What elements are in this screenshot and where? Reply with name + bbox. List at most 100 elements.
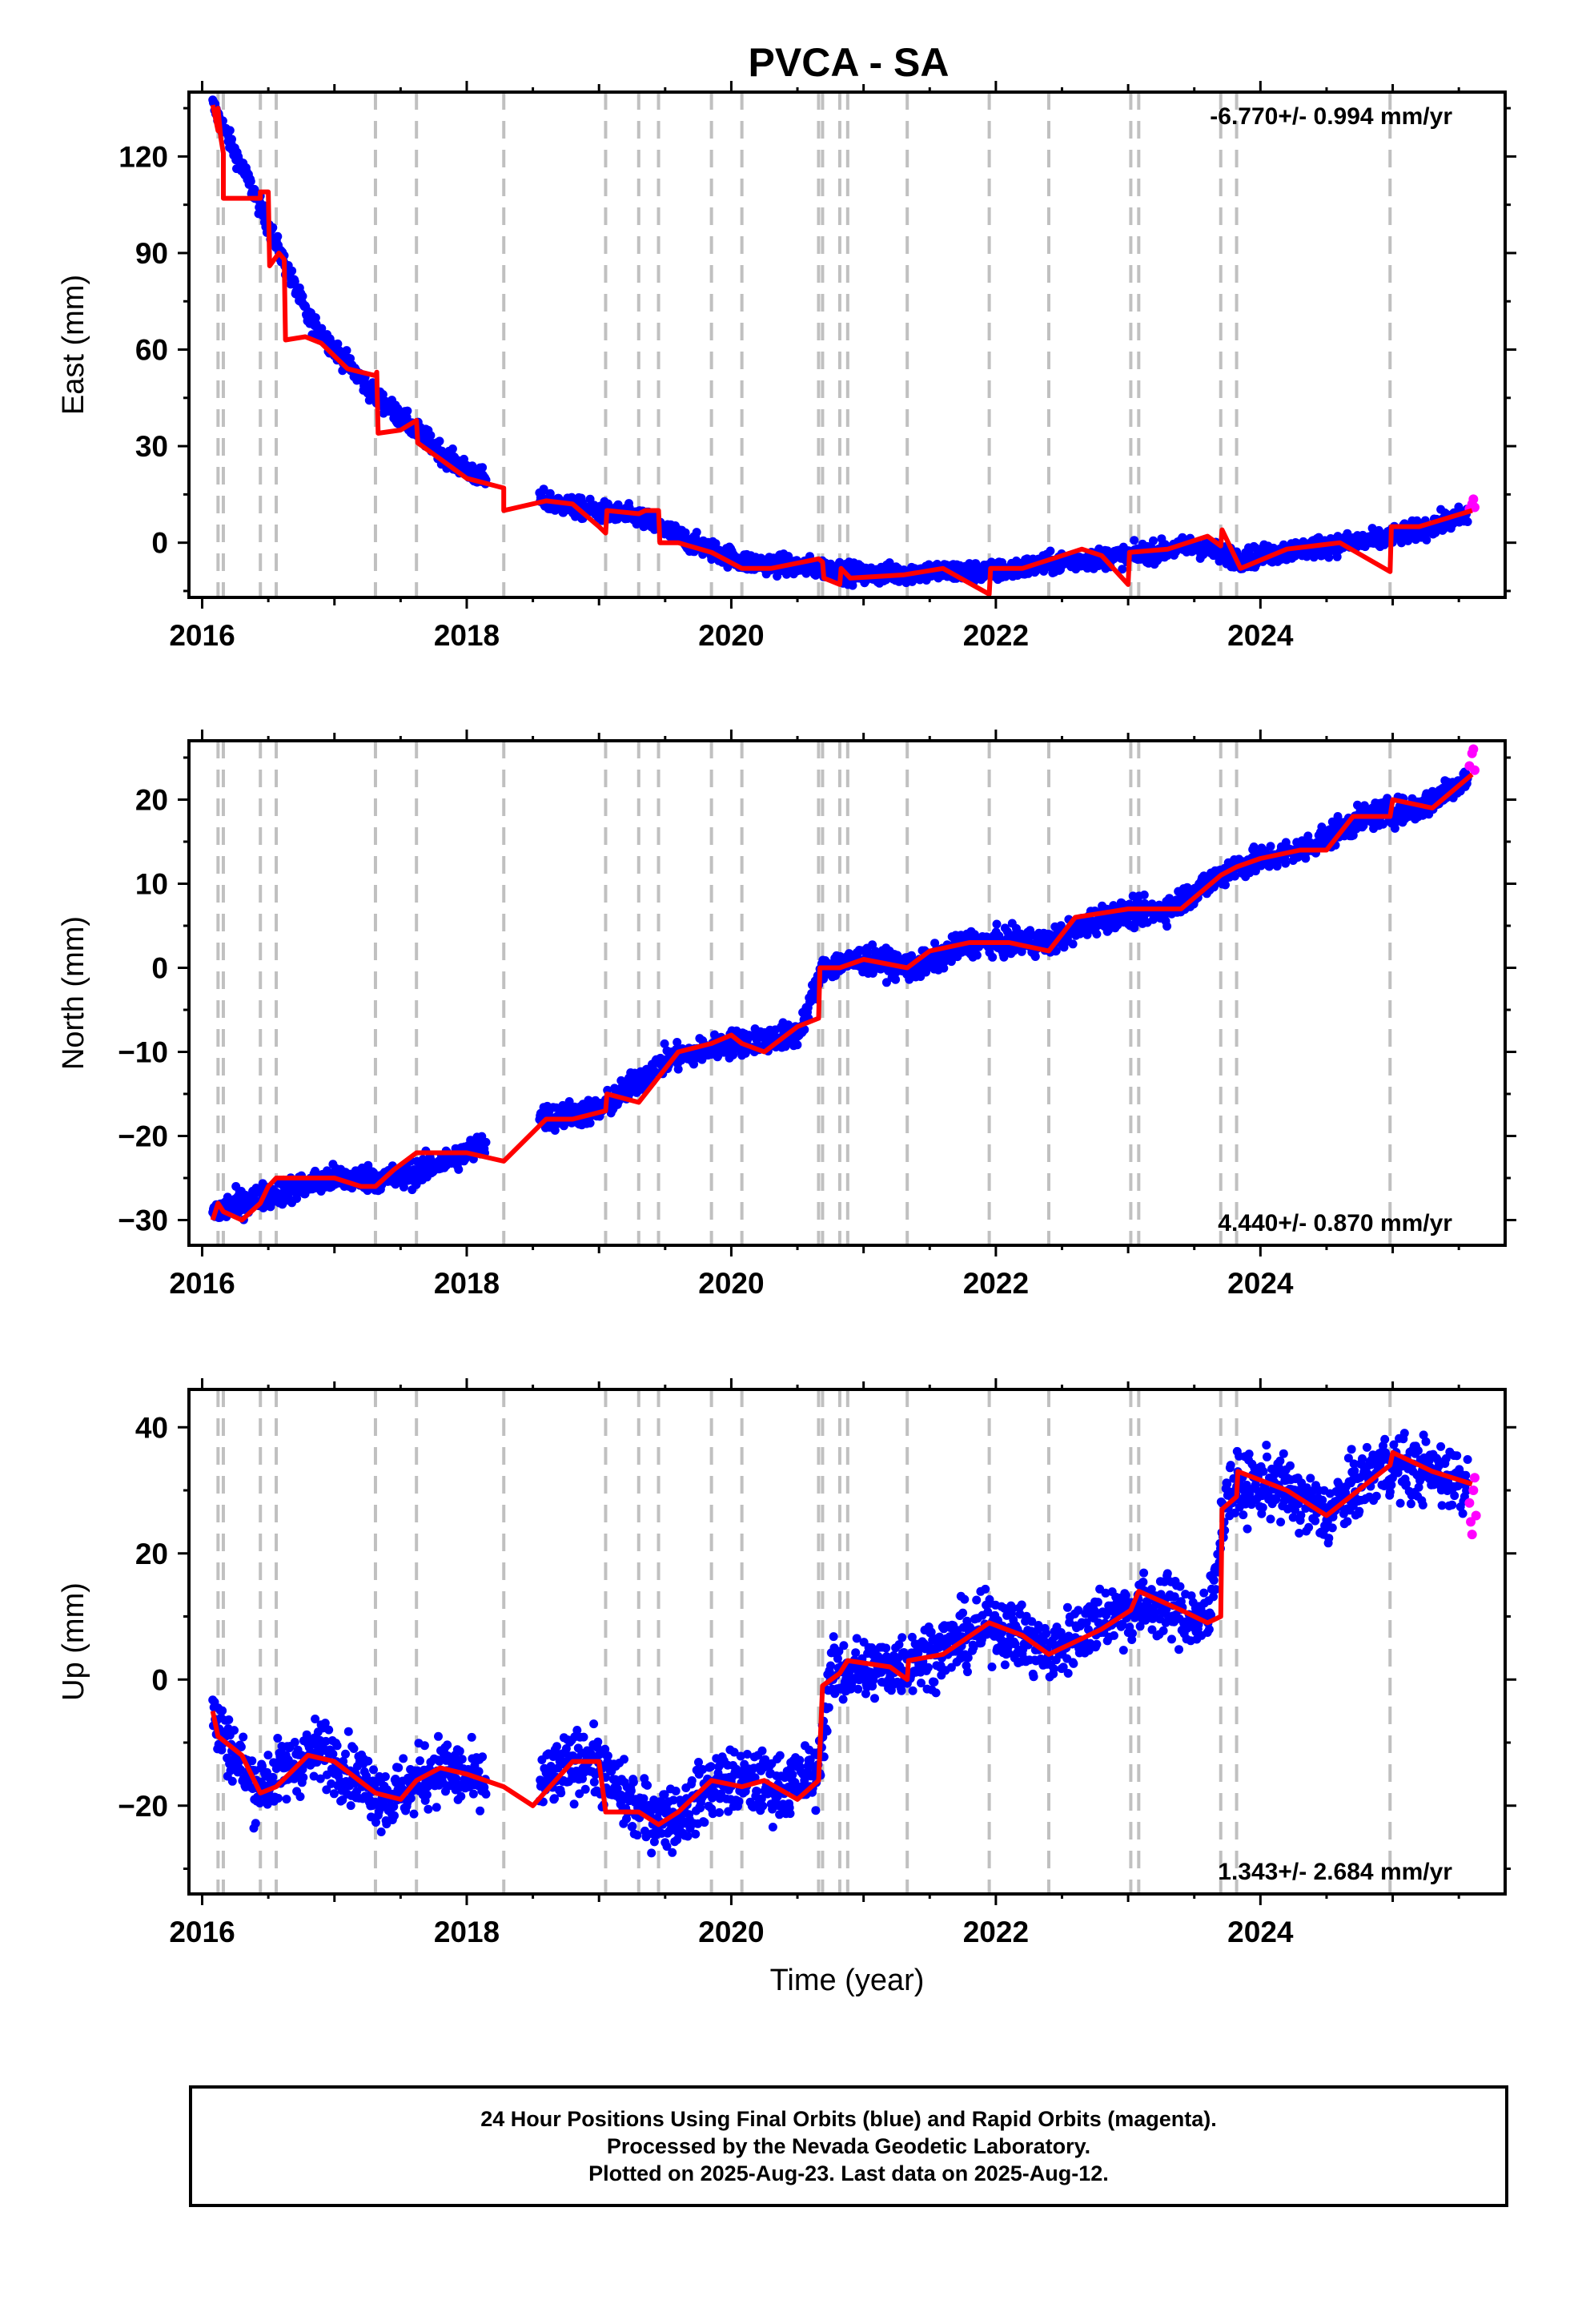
- plot-frame: [187, 739, 1507, 1247]
- data-point: [474, 1767, 484, 1776]
- data-point: [435, 436, 444, 446]
- data-point: [649, 1837, 659, 1847]
- data-point: [800, 1025, 809, 1035]
- data-point: [620, 1755, 628, 1764]
- data-point: [341, 1749, 350, 1759]
- data-point: [389, 1802, 399, 1811]
- data-point: [643, 1780, 652, 1790]
- data-point: [593, 1737, 603, 1747]
- data-point: [343, 1727, 353, 1736]
- x-tick-label: 2020: [698, 619, 764, 652]
- data-point: [758, 1801, 768, 1811]
- x-tick-label: 2024: [1227, 619, 1294, 652]
- rapid-point: [1468, 494, 1479, 505]
- data-point: [218, 1706, 227, 1715]
- data-point: [311, 1166, 320, 1176]
- data-point: [225, 126, 235, 135]
- data-point: [273, 1734, 283, 1743]
- data-point: [891, 975, 901, 984]
- data-point: [435, 1756, 444, 1766]
- data-point: [992, 919, 1002, 929]
- y-tick-label: 10: [135, 868, 168, 901]
- data-point: [455, 1747, 464, 1756]
- data-point: [255, 1799, 264, 1807]
- data-point: [227, 1776, 237, 1786]
- data-point: [561, 1744, 571, 1753]
- data-point: [572, 1726, 582, 1735]
- data-point: [757, 1746, 767, 1755]
- data-point: [311, 1715, 320, 1723]
- data-point: [550, 1126, 560, 1135]
- data-point: [556, 1788, 566, 1798]
- data-point: [669, 1795, 678, 1805]
- data-point: [434, 1731, 443, 1741]
- data-point: [315, 1774, 325, 1783]
- data-point: [1422, 535, 1431, 545]
- data-point: [692, 528, 701, 537]
- data-point: [378, 390, 387, 400]
- data-point: [224, 1715, 234, 1724]
- data-point: [793, 1040, 802, 1050]
- data-point: [236, 1742, 246, 1751]
- data-point: [612, 1784, 622, 1793]
- data-point: [420, 1741, 429, 1751]
- east-y-axis-label: East (mm): [57, 275, 90, 415]
- data-point: [1130, 536, 1139, 545]
- data-point: [1309, 553, 1319, 562]
- data-point: [290, 1738, 299, 1747]
- north-model-line: [210, 772, 1474, 1223]
- data-point: [1092, 929, 1102, 939]
- data-point: [708, 1809, 717, 1819]
- data-point: [409, 1809, 419, 1819]
- east-model-line: [210, 104, 1473, 597]
- data-point: [406, 1794, 416, 1803]
- data-point: [390, 1811, 399, 1820]
- data-point: [426, 431, 436, 440]
- data-point: [478, 463, 488, 472]
- data-point: [729, 1050, 738, 1059]
- data-point: [1030, 952, 1040, 961]
- data-point: [729, 1747, 739, 1757]
- data-point: [324, 1725, 334, 1735]
- data-point: [338, 1795, 347, 1805]
- data-point: [478, 1752, 488, 1762]
- data-point: [706, 1762, 716, 1771]
- data-point: [322, 1785, 331, 1795]
- data-point: [299, 1773, 308, 1782]
- y-tick-label: 120: [118, 140, 168, 173]
- y-tick-label: 20: [135, 784, 168, 817]
- data-point: [363, 1160, 373, 1170]
- data-point: [239, 1732, 248, 1742]
- data-point: [687, 1776, 697, 1785]
- data-point: [580, 1784, 590, 1794]
- data-point: [539, 485, 548, 494]
- y-tick-label: −10: [118, 1036, 168, 1069]
- data-point: [603, 1751, 612, 1760]
- rapid-point: [1469, 765, 1480, 775]
- y-tick-label: 90: [135, 237, 168, 270]
- north-rate-label: 4.440+/- 0.870 mm/yr: [1218, 1210, 1452, 1236]
- data-point: [1266, 842, 1275, 851]
- data-point: [1301, 854, 1311, 863]
- x-tick-label: 2018: [434, 1267, 500, 1300]
- rapid-point: [1469, 502, 1480, 513]
- data-point: [1149, 536, 1158, 545]
- data-point: [752, 1787, 761, 1796]
- data-point: [689, 1059, 698, 1069]
- data-point: [1463, 517, 1472, 526]
- data-point: [448, 444, 457, 453]
- data-point: [863, 947, 873, 957]
- data-point: [673, 1064, 683, 1074]
- x-tick-label: 2022: [963, 619, 1029, 652]
- data-point: [424, 1804, 433, 1814]
- data-point: [1068, 939, 1078, 949]
- y-tick-label: 0: [151, 527, 168, 560]
- data-point: [317, 324, 327, 333]
- data-point: [671, 1787, 681, 1795]
- data-point: [711, 539, 721, 549]
- data-point: [569, 1799, 579, 1809]
- data-point: [575, 1789, 584, 1799]
- y-tick-label: −20: [118, 1120, 168, 1153]
- data-point: [263, 1799, 272, 1809]
- east-final-orbit-points: [208, 95, 1480, 590]
